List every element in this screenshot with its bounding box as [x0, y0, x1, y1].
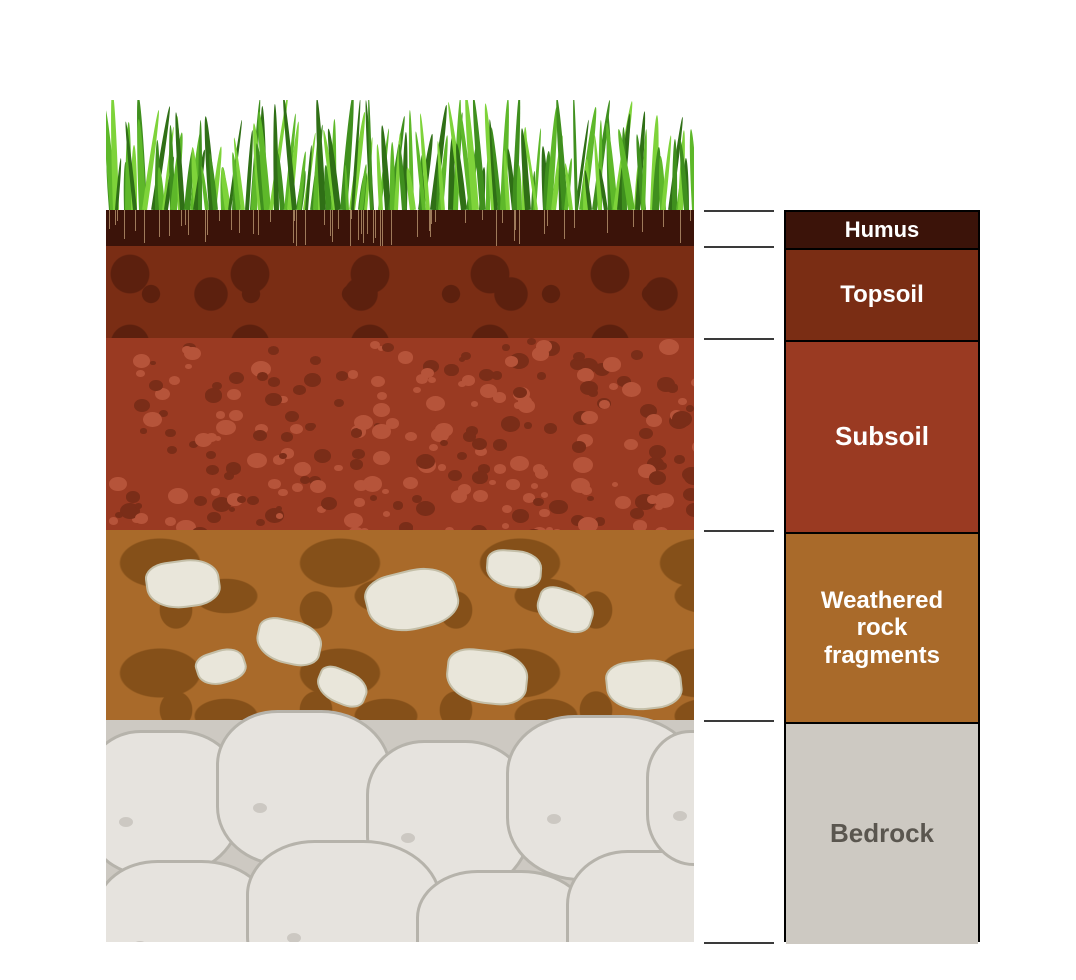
layer-bedrock [106, 720, 694, 942]
legend-cell-humus: Humus [786, 212, 978, 248]
tick-line [704, 720, 774, 722]
tick-line [704, 246, 774, 248]
tick-line [704, 530, 774, 532]
legend-cell-topsoil: Topsoil [786, 248, 978, 340]
layer-weathered [106, 530, 694, 720]
legend-label: Weathered rock fragments [800, 587, 964, 670]
legend-column: Humus Topsoil Subsoil Weathered rock fragme… [784, 210, 980, 942]
cross-section-column [106, 100, 694, 942]
tick-line [704, 942, 774, 944]
legend-cell-weathered: Weathered rock fragments [786, 532, 978, 722]
legend-cell-subsoil: Subsoil [786, 340, 978, 532]
layer-topsoil [106, 246, 694, 338]
layer-humus [106, 210, 694, 246]
legend-label: Subsoil [835, 422, 929, 452]
legend-label: Humus [845, 217, 920, 242]
legend-label: Bedrock [830, 819, 934, 849]
tick-line [704, 210, 774, 212]
soil-profile-diagram: Humus Topsoil Subsoil Weathered rock fragme… [0, 0, 1076, 980]
legend-label: Topsoil [840, 281, 924, 309]
grass [106, 100, 694, 210]
legend-cell-bedrock: Bedrock [786, 722, 978, 944]
tick-line [704, 338, 774, 340]
layer-subsoil [106, 338, 694, 530]
